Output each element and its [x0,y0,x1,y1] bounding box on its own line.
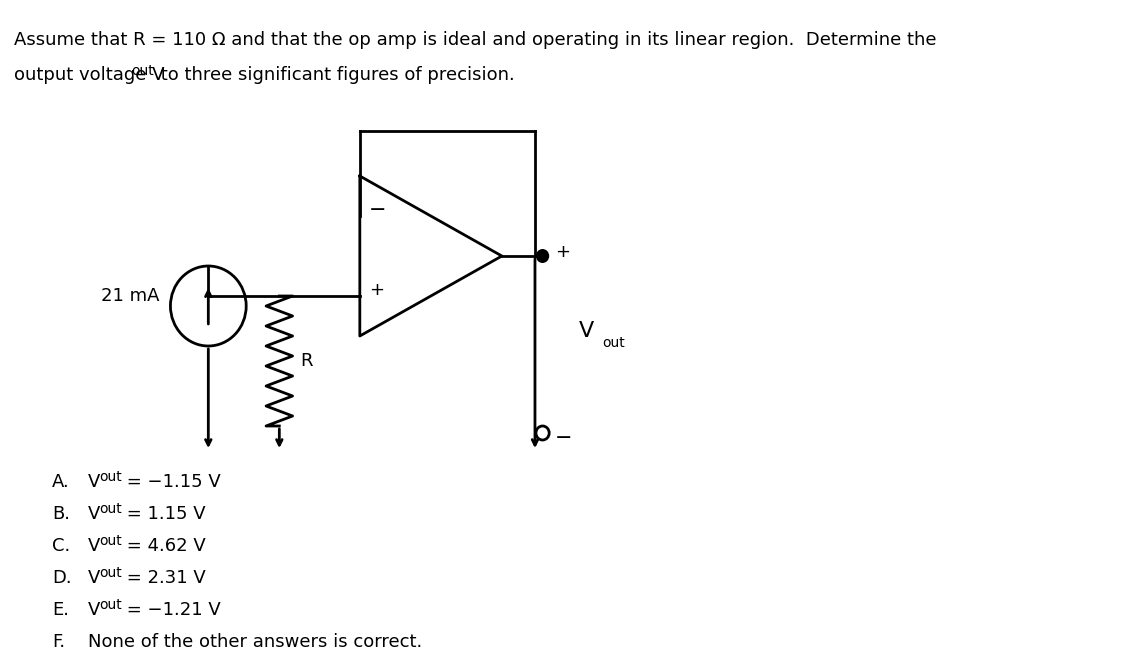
Text: out: out [131,64,153,78]
Text: output voltage V: output voltage V [15,66,165,84]
Text: V: V [88,473,100,491]
Text: A.: A. [52,473,70,491]
Text: +: + [369,281,385,299]
Text: = −1.21 V: = −1.21 V [121,601,220,619]
Text: C.: C. [52,537,70,555]
Text: Assume that R = 110 Ω and that the op amp is ideal and operating in its linear r: Assume that R = 110 Ω and that the op am… [15,31,936,49]
Text: None of the other answers is correct.: None of the other answers is correct. [88,633,422,651]
Text: = 4.62 V: = 4.62 V [121,537,205,555]
Text: out: out [99,502,122,516]
Text: R: R [300,352,312,370]
Text: out: out [99,566,122,580]
Text: F.: F. [52,633,65,651]
Text: +: + [555,243,570,261]
Text: 21 mA: 21 mA [100,287,159,305]
Circle shape [536,249,549,263]
Text: out: out [99,598,122,612]
Text: out: out [99,534,122,548]
Text: V: V [88,569,100,587]
Text: V: V [88,505,100,523]
Text: to three significant figures of precision.: to three significant figures of precisio… [155,66,514,84]
Text: = 2.31 V: = 2.31 V [121,569,205,587]
Text: out: out [99,470,122,484]
Text: D.: D. [52,569,72,587]
Text: V: V [579,321,593,340]
Text: V: V [88,537,100,555]
Text: out: out [602,336,625,350]
Text: B.: B. [52,505,70,523]
Text: V: V [88,601,100,619]
Text: −: − [369,200,387,220]
Text: = −1.15 V: = −1.15 V [121,473,220,491]
Text: −: − [555,428,572,448]
Text: E.: E. [52,601,69,619]
Text: = 1.15 V: = 1.15 V [121,505,205,523]
